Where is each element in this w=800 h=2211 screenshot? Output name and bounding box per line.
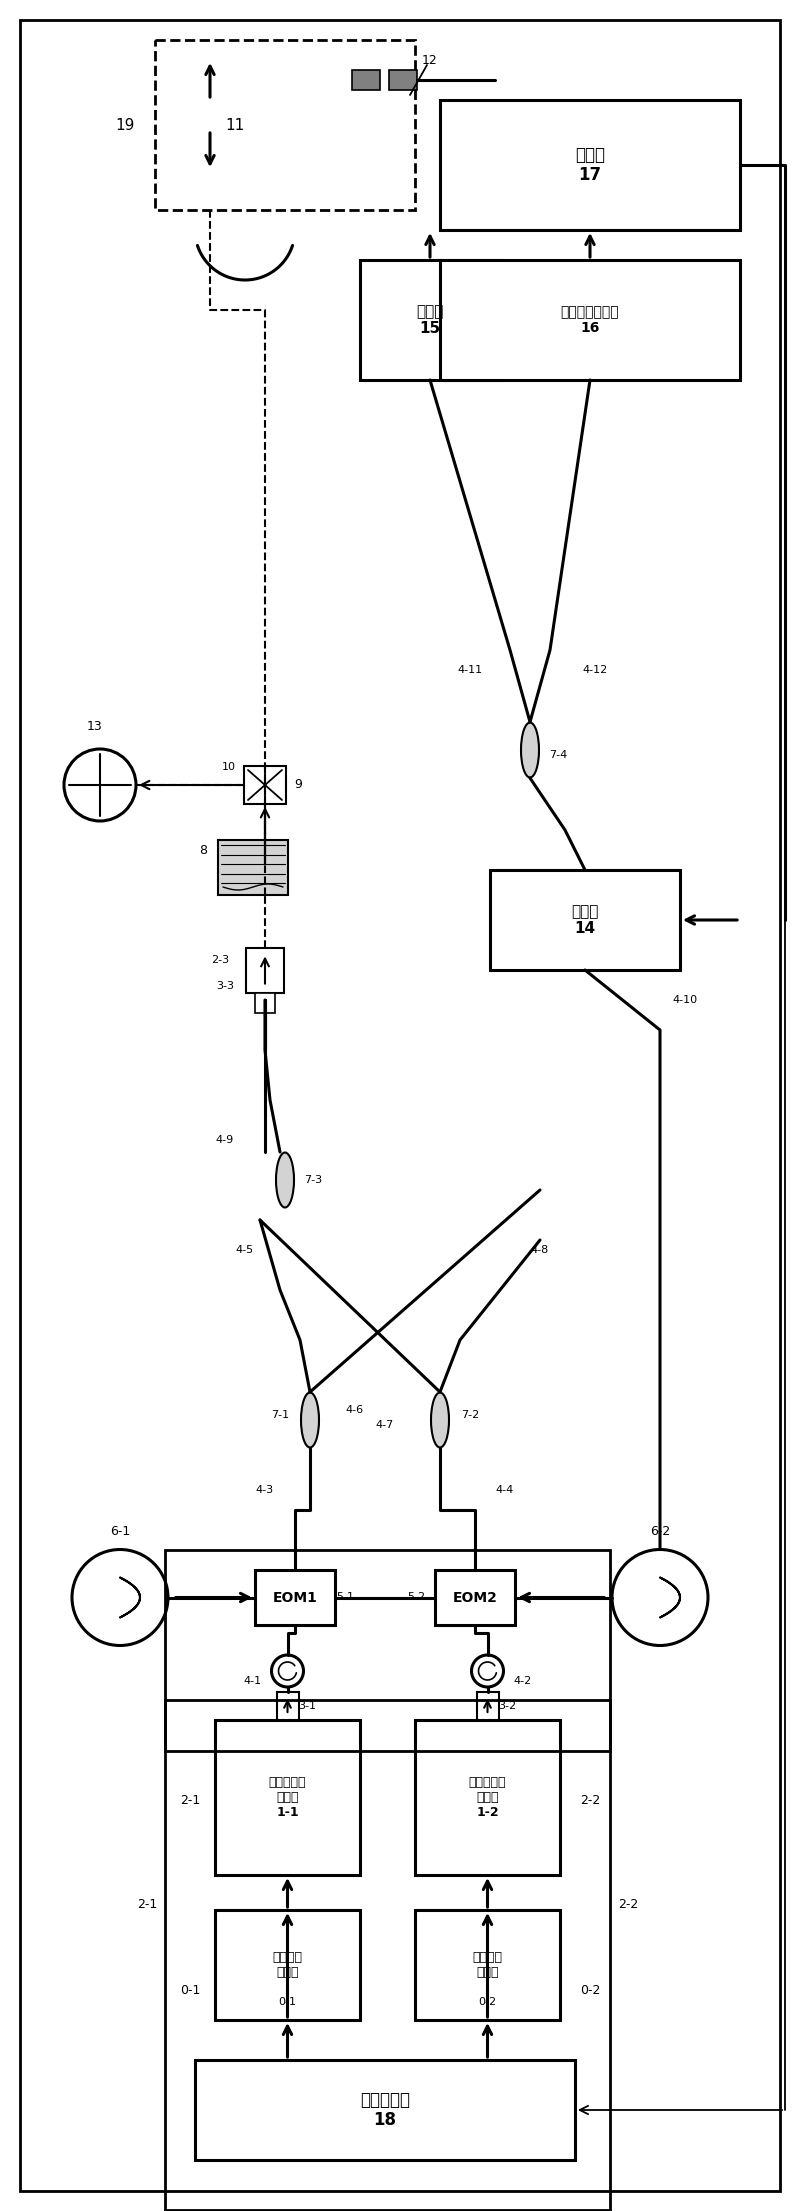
Bar xyxy=(244,765,286,805)
Text: 光开关
14: 光开关 14 xyxy=(571,904,598,935)
Text: 4-2: 4-2 xyxy=(514,1676,532,1687)
Bar xyxy=(440,99,740,230)
Text: 2-1: 2-1 xyxy=(137,1899,157,1913)
Text: 4-5: 4-5 xyxy=(236,1245,254,1256)
Ellipse shape xyxy=(521,723,539,778)
Text: 0-2: 0-2 xyxy=(478,1997,497,2008)
Text: 第二激光
驱动器: 第二激光 驱动器 xyxy=(473,1950,502,1979)
Bar xyxy=(215,1910,360,2021)
Text: 5-2: 5-2 xyxy=(407,1592,425,1603)
Text: 0-2: 0-2 xyxy=(580,1983,600,1997)
Text: 6-2: 6-2 xyxy=(650,1526,670,1539)
Text: 13: 13 xyxy=(87,721,103,734)
Text: 11: 11 xyxy=(226,117,245,133)
Ellipse shape xyxy=(431,1393,449,1448)
Text: 4-12: 4-12 xyxy=(582,666,608,674)
Text: 4-7: 4-7 xyxy=(376,1419,394,1431)
Text: 3-3: 3-3 xyxy=(216,982,234,991)
Bar xyxy=(155,40,415,210)
Text: 5-1: 5-1 xyxy=(336,1592,354,1603)
Bar xyxy=(360,261,500,380)
Bar xyxy=(389,71,417,91)
Text: 2-2: 2-2 xyxy=(580,1793,600,1806)
Text: 4-9: 4-9 xyxy=(216,1134,234,1145)
Bar xyxy=(415,1720,560,1875)
Bar xyxy=(246,949,284,993)
Text: 12: 12 xyxy=(422,53,438,66)
Bar xyxy=(255,993,275,1013)
Text: 7-1: 7-1 xyxy=(271,1411,289,1419)
Text: 4-3: 4-3 xyxy=(256,1486,274,1495)
Text: 4-11: 4-11 xyxy=(458,666,482,674)
Text: 4-8: 4-8 xyxy=(531,1245,549,1256)
Bar xyxy=(352,71,380,91)
Text: 7-2: 7-2 xyxy=(461,1411,479,1419)
Bar xyxy=(255,1570,335,1625)
Text: 9: 9 xyxy=(294,778,302,792)
Text: 2-3: 2-3 xyxy=(211,955,229,964)
Text: 4-10: 4-10 xyxy=(673,995,698,1006)
Bar xyxy=(435,1570,515,1625)
Text: 19: 19 xyxy=(115,117,134,133)
Text: 第一激光
驱动器: 第一激光 驱动器 xyxy=(273,1950,302,1979)
Text: 6-1: 6-1 xyxy=(110,1526,130,1539)
Bar xyxy=(440,261,740,380)
Text: 3-2: 3-2 xyxy=(498,1700,517,1711)
Text: 8: 8 xyxy=(199,845,207,856)
Text: 4-6: 4-6 xyxy=(346,1404,364,1415)
Text: 2-1: 2-1 xyxy=(180,1793,200,1806)
Text: 飞秒光频梳系统
16: 飞秒光频梳系统 16 xyxy=(561,305,619,336)
Bar xyxy=(215,1720,360,1875)
Bar xyxy=(277,1691,298,1720)
Text: 10: 10 xyxy=(222,763,236,772)
Text: 4-4: 4-4 xyxy=(496,1486,514,1495)
Ellipse shape xyxy=(276,1152,294,1207)
Text: 0-1: 0-1 xyxy=(180,1983,200,1997)
Text: EOM1: EOM1 xyxy=(273,1590,318,1605)
Text: 第二可调谐
激光器
1-2: 第二可调谐 激光器 1-2 xyxy=(469,1775,506,1820)
Text: 7-4: 7-4 xyxy=(549,750,567,761)
Text: 计算机
17: 计算机 17 xyxy=(575,146,605,184)
Bar xyxy=(195,2061,575,2160)
Bar xyxy=(165,1550,610,1751)
Bar xyxy=(415,1910,560,2021)
Bar xyxy=(218,840,288,895)
Text: 3-1: 3-1 xyxy=(298,1700,317,1711)
Text: 4-1: 4-1 xyxy=(243,1676,262,1687)
Text: EOM2: EOM2 xyxy=(453,1590,498,1605)
Ellipse shape xyxy=(301,1393,319,1448)
Text: 锁相控制器
18: 锁相控制器 18 xyxy=(360,2092,410,2129)
Text: 7-3: 7-3 xyxy=(304,1174,322,1185)
Bar xyxy=(477,1691,498,1720)
Text: 波长计
15: 波长计 15 xyxy=(416,303,444,336)
Bar xyxy=(490,869,680,971)
Text: 第一可调谐
激光器
1-1: 第一可调谐 激光器 1-1 xyxy=(269,1775,306,1820)
Bar xyxy=(165,1700,610,2211)
Text: 2-2: 2-2 xyxy=(618,1899,638,1913)
Text: 0-1: 0-1 xyxy=(278,1997,297,2008)
